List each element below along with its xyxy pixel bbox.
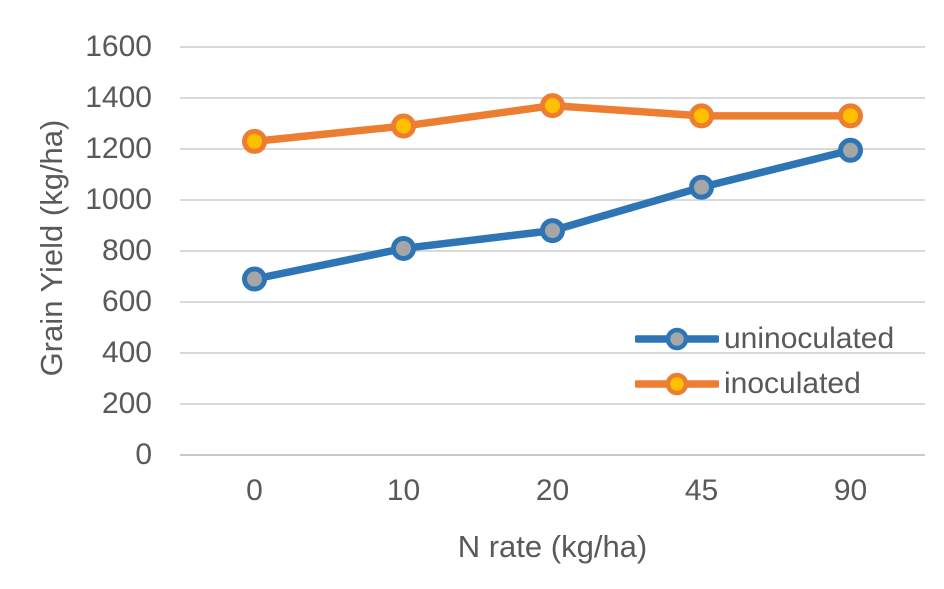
y-tick-label: 1200 [85,132,152,165]
legend-item-inoculated: inoculated [635,367,894,400]
marker-uninoculated-45 [689,174,714,200]
y-tick-label: 1600 [85,30,152,63]
x-tick-label: 90 [833,474,868,507]
y-tick-label: 1400 [85,81,152,114]
legend-key-uninoculated [635,327,719,351]
y-tick-label: 600 [101,285,152,318]
legend-item-uninoculated: uninoculated [635,322,895,355]
marker-inoculated-10 [391,113,416,139]
legend-label: uninoculated [724,322,895,355]
y-tick-label: 200 [101,387,152,420]
marker-uninoculated-20 [540,218,565,244]
marker-inoculated-45 [689,103,714,129]
marker-uninoculated-10 [391,235,416,261]
legend: uninoculated inoculated [635,322,895,416]
marker-inoculated-20 [540,93,565,119]
marker-inoculated-90 [838,103,863,129]
legend-marker [665,327,689,351]
y-tick-label: 400 [101,336,152,369]
legend-key-inoculated [635,372,719,396]
marker-uninoculated-90 [838,137,863,163]
x-tick-label: 45 [684,474,719,507]
y-tick-label: 800 [101,234,152,267]
series-line-uninoculated [250,146,855,283]
x-tick-label: 0 [246,474,263,507]
y-tick-label: 0 [135,438,152,471]
y-tick-label: 1000 [85,183,152,216]
x-axis-title: N rate (kg/ha) [457,529,648,564]
marker-uninoculated-0 [242,266,267,292]
legend-label: inoculated [724,367,861,400]
marker-inoculated-0 [242,128,267,154]
legend-marker [665,372,689,396]
x-tick-label: 20 [535,474,570,507]
x-tick-label: 10 [386,474,421,507]
